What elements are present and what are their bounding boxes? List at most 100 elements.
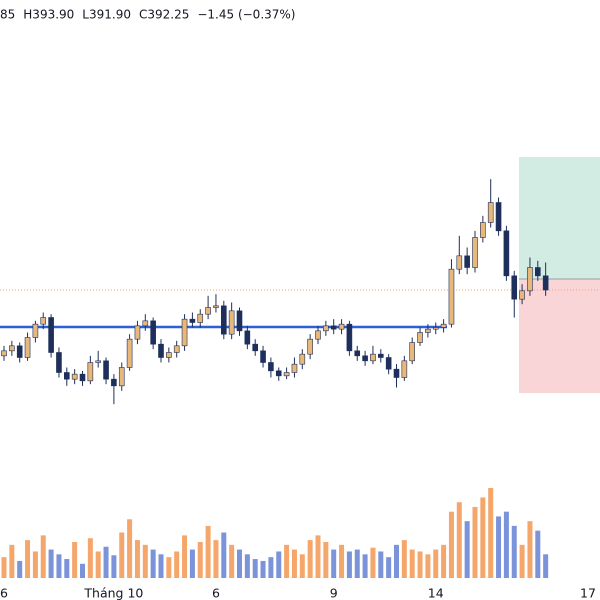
volume-bar <box>503 511 509 578</box>
candle-body <box>95 360 101 363</box>
candle-body <box>377 353 384 358</box>
volume-bar <box>488 488 494 578</box>
candle-body <box>330 325 337 330</box>
candle-body <box>275 370 282 377</box>
volume-bar <box>378 551 384 578</box>
volume-bar <box>276 551 282 578</box>
volume-bar <box>394 544 399 578</box>
candle-body <box>283 372 290 377</box>
header-value: C392.25 <box>139 8 189 22</box>
x-tick-label: 17 <box>580 586 596 600</box>
candle-body <box>205 307 211 315</box>
volume-bar <box>174 551 180 578</box>
volume-bar <box>205 525 211 578</box>
volume-bar <box>158 554 164 578</box>
candle-body <box>181 318 188 347</box>
target-zone <box>519 157 600 279</box>
volume-bar <box>339 544 345 578</box>
ohlc-header: 85 H393.90 L391.90 C392.25 −1.45 (−0.37%) <box>0 8 296 22</box>
candle-body <box>519 290 525 300</box>
volume-bar <box>197 542 203 578</box>
candle-body <box>189 318 196 323</box>
volume-bar <box>401 540 407 578</box>
candle-body <box>346 323 353 352</box>
volume-bar <box>409 549 415 578</box>
candle-body <box>87 362 94 382</box>
header-value: 85 <box>0 8 15 22</box>
volume-bar <box>111 555 117 578</box>
volume-bar <box>441 544 447 578</box>
candle-body <box>9 345 15 352</box>
candle-body <box>142 320 149 327</box>
candle-body <box>40 317 47 325</box>
volume-bar <box>354 549 360 578</box>
candle-body <box>16 345 23 358</box>
candle-body <box>158 343 164 358</box>
volume-bar <box>9 544 15 578</box>
candle-body <box>401 360 408 378</box>
volume-bar <box>511 525 517 578</box>
candle-body <box>134 325 141 340</box>
volume-bar <box>307 540 313 578</box>
candle-body <box>48 317 54 353</box>
volume-bar <box>72 542 78 578</box>
volume-bar <box>417 551 423 578</box>
volume-bar <box>25 540 31 578</box>
candle-body <box>417 332 423 343</box>
volume-bar <box>433 549 439 578</box>
volume-bar <box>346 551 352 578</box>
volume-bar <box>519 544 525 578</box>
candle-body <box>472 237 478 268</box>
candle-body <box>103 360 109 380</box>
x-tick-label: Tháng 10 <box>83 586 143 600</box>
candle-body <box>307 338 313 355</box>
header-value: −1.45 (−0.37%) <box>197 8 295 22</box>
candle-body <box>213 305 219 308</box>
candle-body <box>440 323 447 328</box>
volume-bar <box>189 549 195 578</box>
volume-bar <box>1 557 7 578</box>
candle-body <box>150 320 156 345</box>
volume-bar <box>166 557 172 578</box>
volume-bar <box>17 560 23 578</box>
volume-bar <box>142 544 148 578</box>
volume-bar <box>252 559 258 578</box>
candle-body <box>511 275 518 300</box>
candle-body <box>32 323 39 338</box>
candle-body <box>221 305 227 335</box>
volume-bar <box>496 516 502 578</box>
candle-body <box>323 325 329 332</box>
volume-bar <box>48 549 54 578</box>
volume-bar <box>87 538 93 578</box>
volume-bar <box>386 557 392 578</box>
candle-body <box>456 255 463 270</box>
volume-bar <box>64 559 70 578</box>
volume-bar <box>95 551 101 578</box>
candle-body <box>495 202 502 232</box>
volume-bar <box>535 530 541 578</box>
volume-bar <box>221 532 227 578</box>
candle-body <box>56 352 62 373</box>
candle-body <box>111 378 117 387</box>
candle-body <box>236 310 243 332</box>
x-tick-label: 9 <box>330 586 338 600</box>
candle-body <box>173 345 180 353</box>
candle-body <box>291 363 298 373</box>
volume-bar <box>472 506 478 578</box>
candle-body <box>425 328 431 333</box>
volume-bar <box>464 521 470 578</box>
volume-bar <box>268 557 274 578</box>
volume-bar <box>260 560 266 578</box>
candle-body <box>126 338 133 368</box>
volume-bar <box>362 554 368 578</box>
volume-bar <box>127 519 133 578</box>
volume-bar <box>456 502 462 578</box>
volume-bar <box>291 549 297 578</box>
candle-body <box>354 350 361 357</box>
volume-bar <box>213 540 219 578</box>
candle-body <box>166 352 172 358</box>
volume-bar <box>40 535 46 578</box>
candle-body <box>1 350 7 357</box>
candle-body <box>448 268 455 325</box>
